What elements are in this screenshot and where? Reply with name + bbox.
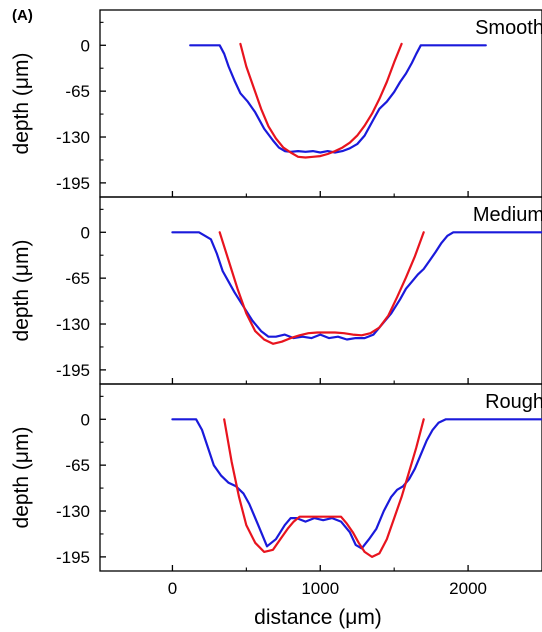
y-axis-title: depth (μm) xyxy=(10,427,33,529)
y-tick-label: -195 xyxy=(56,548,90,567)
panel-title: Rough xyxy=(485,391,542,413)
y-tick-label: 0 xyxy=(81,36,90,55)
x-tick-label: 1000 xyxy=(301,579,339,598)
panel-title: Smooth xyxy=(475,17,542,39)
y-axis-title: depth (μm) xyxy=(10,240,33,342)
measured-profile-line xyxy=(189,44,487,154)
panel-label: (A) xyxy=(12,7,33,24)
y-tick-label: -65 xyxy=(65,456,90,475)
x-tick-label: 2000 xyxy=(449,579,487,598)
y-tick-label: 0 xyxy=(81,223,90,242)
measured-profile-line xyxy=(171,231,542,341)
panel-smooth: 0 -65 -130 -195 Smooth depth (μm) xyxy=(10,9,542,198)
y-tick-label: -130 xyxy=(56,128,90,147)
panel-title: Medium xyxy=(473,204,542,226)
y-axis-title: depth (μm) xyxy=(10,53,33,155)
fit-profile-line xyxy=(218,231,425,345)
fit-profile-line xyxy=(223,418,425,559)
x-axis-title: distance (μm) xyxy=(254,606,382,629)
panel-rough: 0 -65 -130 -195 Rough depth (μm) xyxy=(10,383,542,572)
y-tick-label: -65 xyxy=(65,269,90,288)
x-tick-label: 0 xyxy=(168,579,177,598)
panel-medium: 0 -65 -130 -195 Medium depth (μm) xyxy=(10,196,542,385)
fit-profile-line xyxy=(239,42,403,159)
y-tick-label: -130 xyxy=(56,315,90,334)
y-tick-label: -130 xyxy=(56,502,90,521)
plot-frame xyxy=(99,383,542,572)
y-tick-label: -195 xyxy=(56,174,90,193)
y-tick-label: 0 xyxy=(81,410,90,429)
y-tick-label: -65 xyxy=(65,82,90,101)
y-tick-label: -195 xyxy=(56,361,90,380)
measured-profile-line xyxy=(171,418,542,550)
